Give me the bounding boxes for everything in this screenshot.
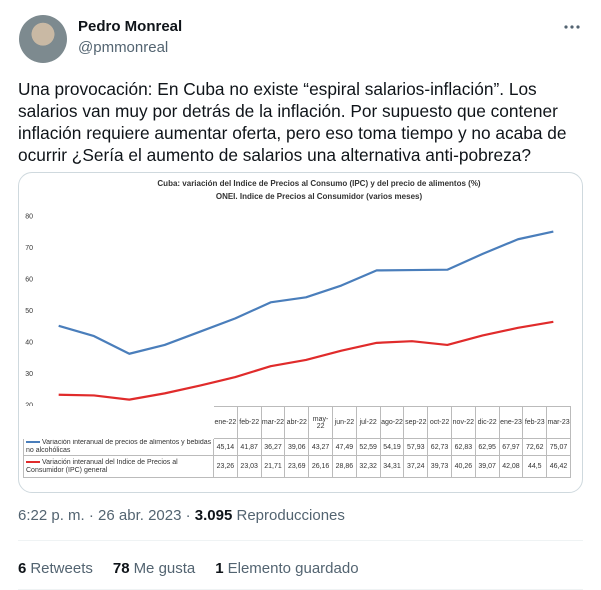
stat[interactable]: 78 Me gusta <box>113 560 195 577</box>
category-label: ago-22 <box>379 406 405 439</box>
category-label: mar-22 <box>260 406 286 439</box>
value-label: 46,42 <box>546 455 571 478</box>
chart-title: Cuba: variación del Indice de Precios al… <box>157 179 481 188</box>
legend-label: Variación interanual de precios de alime… <box>26 439 212 455</box>
value-label: 23,26 <box>213 455 238 478</box>
legend-entry: Variación interanual del Indice de Preci… <box>23 455 214 478</box>
table-row: Variación interanual de precios de alime… <box>23 438 571 456</box>
value-label: 75,07 <box>546 438 571 456</box>
y-tick-label: 60 <box>25 277 33 284</box>
value-label: 23,69 <box>284 455 310 478</box>
value-label: 62,83 <box>450 438 476 456</box>
y-tick-label: 70 <box>25 245 33 252</box>
value-label: 52,59 <box>355 438 381 456</box>
author-handle[interactable]: @pmmonreal <box>78 39 169 56</box>
table-row: Variación interanual del Indice de Preci… <box>23 455 571 478</box>
table-header: ene-22 feb-22 mar-22 abr-22 may-22 jun-22 jul-… <box>24 406 571 439</box>
chart: Cuba: variación del Indice de Precios al… <box>25 179 554 410</box>
category-label: sep-22 <box>403 406 429 439</box>
stat-count: 6 <box>18 560 27 577</box>
view-count: 3.095 <box>194 507 233 524</box>
legend-swatch <box>26 460 40 463</box>
value-label: 39,07 <box>474 455 500 478</box>
value-label: 67,97 <box>498 438 524 456</box>
y-tick-label: 30 <box>25 371 33 378</box>
category-label: ene-22 <box>213 406 238 439</box>
value-label: 45,14 <box>213 438 238 456</box>
legend-label: Variación interanual del Indice de Preci… <box>26 458 178 474</box>
value-label: 26,16 <box>308 455 333 478</box>
divider <box>18 540 583 541</box>
category-label: nov-22 <box>450 406 476 439</box>
value-label: 43,27 <box>308 438 333 456</box>
stat-count: 1 <box>215 560 224 577</box>
value-label: 57,93 <box>403 438 429 456</box>
chart-subtitle: ONEI. Indice de Precios al Consumidor (v… <box>216 192 423 201</box>
views-label: Reproducciones <box>236 507 345 524</box>
timestamp[interactable]: 6:22 p. m. · 26 abr. 2023 · <box>18 507 191 524</box>
value-label: 44,5 <box>522 455 548 478</box>
category-label: mar-23 <box>546 406 571 439</box>
legend-swatch <box>26 441 40 444</box>
value-label: 41,87 <box>236 438 262 456</box>
stat[interactable]: 6 Retweets <box>18 560 93 577</box>
value-label: 32,32 <box>355 455 381 478</box>
tweet-text: Una provocación: En Cuba no existe “espi… <box>18 79 567 165</box>
value-label: 28,86 <box>331 455 357 478</box>
category-label: feb-22 <box>236 406 262 439</box>
stat-count: 78 <box>112 560 130 577</box>
stat-label: Elemento guardado <box>227 560 359 577</box>
y-tick-label: 50 <box>25 308 33 315</box>
value-label: 62,95 <box>474 438 500 456</box>
value-label: 40,26 <box>450 455 476 478</box>
category-label: abr-22 <box>284 406 310 439</box>
timestamp-row: 6:22 p. m. · 26 abr. 2023 · 3.095 Reprod… <box>18 507 345 524</box>
category-label: feb-23 <box>522 406 548 439</box>
y-tick-label: 40 <box>25 340 33 347</box>
category-label: ene-23 <box>498 406 524 439</box>
value-label: 72,62 <box>522 438 548 456</box>
category-label: jul-22 <box>355 406 381 439</box>
chart-image[interactable]: Cuba: variación del Indice de Precios al… <box>18 172 583 493</box>
value-label: 21,71 <box>260 455 286 478</box>
category-label: oct-22 <box>427 406 452 439</box>
value-label: 42,08 <box>498 455 524 478</box>
value-label: 39,06 <box>284 438 310 456</box>
data-table: ene-22 feb-22 mar-22 abr-22 may-22 jun-22 jul-… <box>23 406 571 478</box>
category-label: jun-22 <box>331 406 357 439</box>
author-name[interactable]: Pedro Monreal <box>78 18 183 35</box>
category-label: may-22 <box>308 406 333 439</box>
corner-cell <box>24 407 214 439</box>
category-label: dic-22 <box>474 406 500 439</box>
stats-row: 6 Retweets 78 Me gusta 1 Elemento guardado <box>18 560 359 577</box>
value-label: 36,27 <box>260 438 286 456</box>
stat[interactable]: 1 Elemento guardado <box>215 560 358 577</box>
value-label: 23,03 <box>236 455 262 478</box>
value-label: 37,24 <box>403 455 429 478</box>
legend-entry: Variación interanual de precios de alime… <box>23 438 214 456</box>
stat-label: Me gusta <box>133 560 196 577</box>
value-label: 54,19 <box>379 438 405 456</box>
value-label: 34,31 <box>379 455 405 478</box>
value-label: 39,73 <box>427 455 452 478</box>
more-menu[interactable] <box>562 22 582 32</box>
stat-label: Retweets <box>30 560 93 577</box>
value-label: 62,73 <box>427 438 452 456</box>
line-series <box>58 320 554 401</box>
avatar[interactable] <box>19 15 67 63</box>
value-label: 47,49 <box>331 438 357 456</box>
y-tick-label: 80 <box>25 214 33 221</box>
line-series <box>58 230 554 355</box>
